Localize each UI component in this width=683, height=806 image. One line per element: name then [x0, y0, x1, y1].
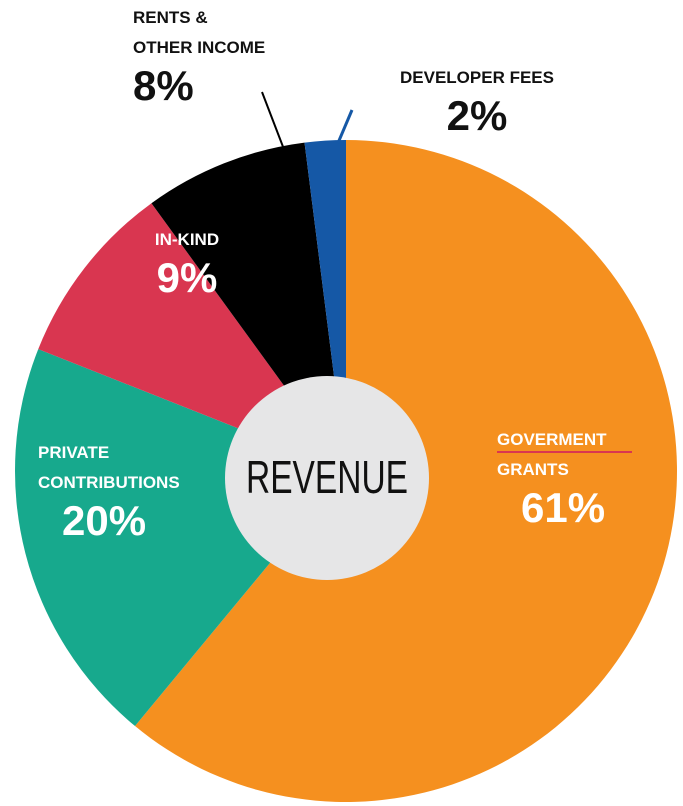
center-hole: [225, 376, 429, 580]
slice-label: RENTS & OTHER INCOME 8%: [133, 3, 333, 109]
chart-title: REVENUE: [246, 451, 408, 503]
leader-line: [336, 109, 354, 144]
slice-value: 2%: [446, 92, 508, 139]
slice-value: 9%: [156, 254, 218, 301]
slice-label: PRIVATE CONTRIBUTIONS 20%: [38, 438, 238, 544]
slice-label: GOVERMENT GRANTS 61%: [497, 425, 667, 531]
leader-line: [261, 91, 291, 166]
slice-value: 8%: [133, 62, 194, 109]
slice-name: GOVERMENT GRANTS: [497, 430, 607, 479]
slice-name: RENTS & OTHER INCOME: [133, 8, 266, 57]
slice-name: PRIVATE CONTRIBUTIONS: [38, 443, 180, 492]
slice-label: DEVELOPER FEES 2%: [372, 63, 582, 139]
slice-name: DEVELOPER FEES: [400, 68, 554, 87]
slice-label: IN-KIND 9%: [127, 225, 247, 301]
slice-value: 20%: [62, 497, 147, 544]
slice-name: IN-KIND: [154, 230, 220, 249]
slice-value: 61%: [521, 484, 606, 531]
